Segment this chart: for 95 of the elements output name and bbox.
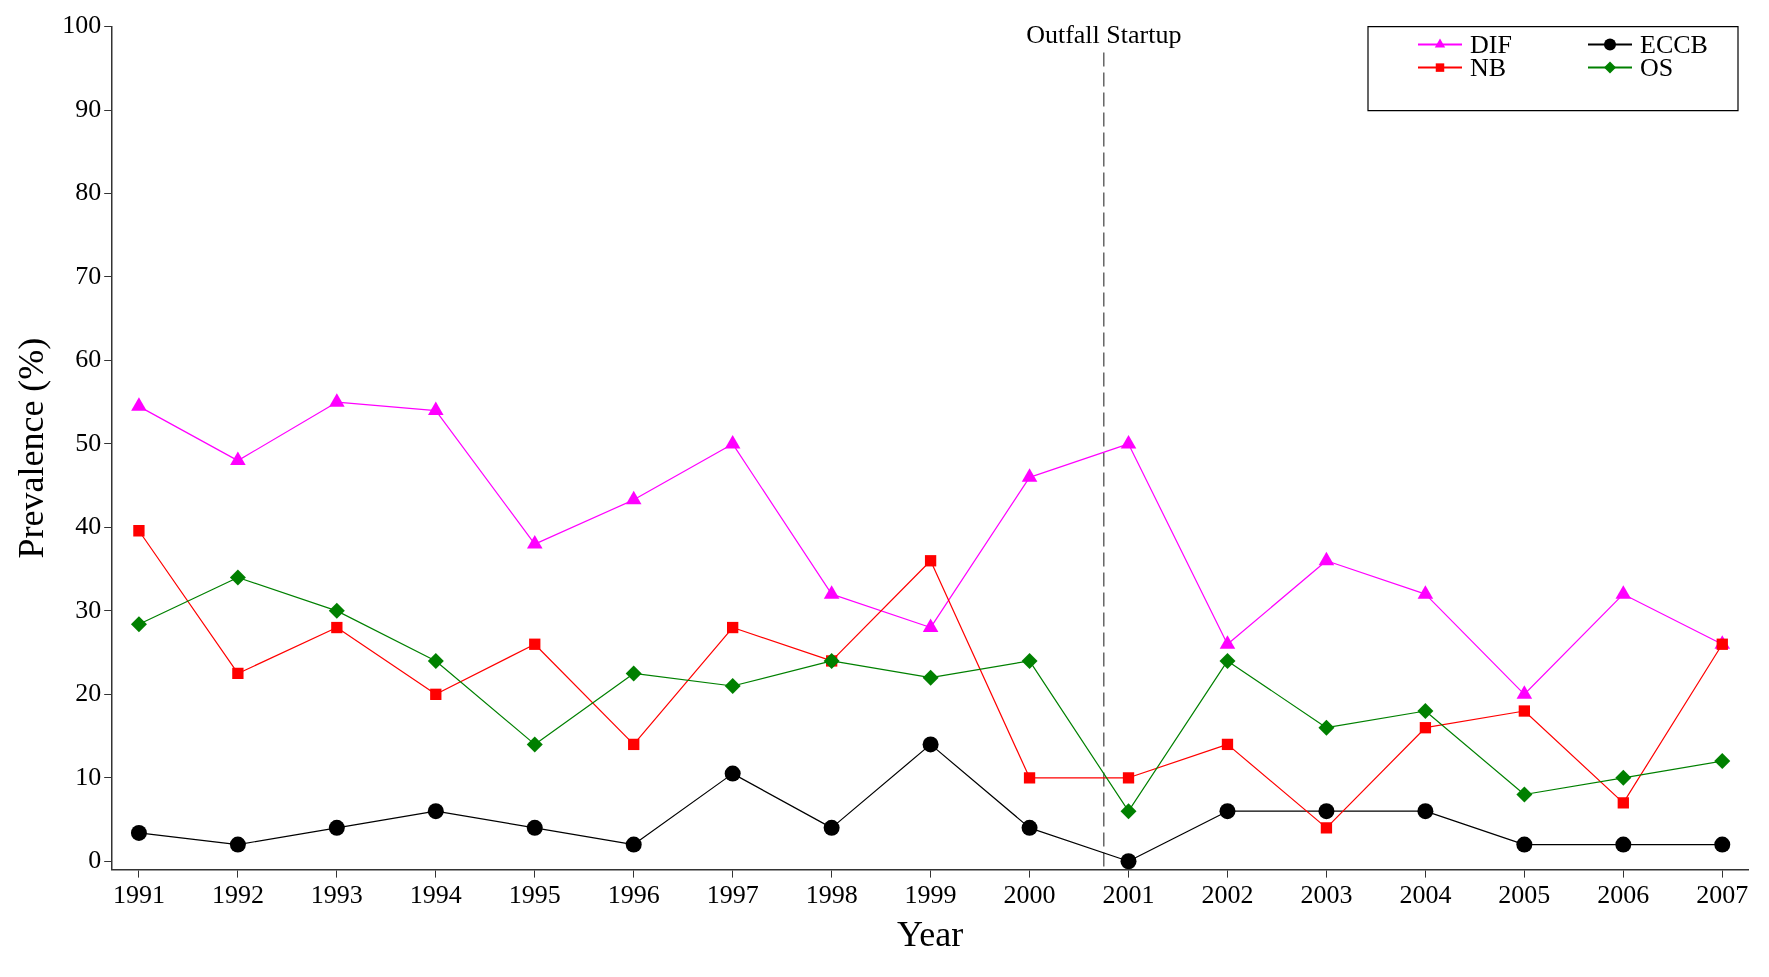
y-tick-label: 40 (75, 511, 102, 541)
point (526, 736, 543, 753)
point (1417, 803, 1434, 820)
y-tick-label: 20 (75, 678, 102, 708)
point (1122, 772, 1135, 784)
point (430, 688, 442, 700)
x-tick-label: 1993 (310, 880, 363, 910)
point (1516, 836, 1533, 853)
point (1021, 468, 1038, 482)
point (1419, 722, 1432, 734)
point (1219, 803, 1236, 820)
x-tick-label: 1997 (706, 880, 759, 910)
point (130, 616, 147, 633)
x-tick-label: 2005 (1498, 880, 1551, 910)
point (1617, 797, 1629, 809)
point (823, 585, 840, 599)
point (229, 836, 246, 853)
point (1615, 836, 1632, 853)
x-tick-label: 2001 (1102, 880, 1155, 910)
point (526, 535, 543, 549)
ref-line-label: Outfall Startup (1026, 20, 1182, 50)
x-tick-label: 2004 (1399, 880, 1452, 910)
point (1518, 705, 1531, 717)
x-tick-label: 2006 (1597, 880, 1650, 910)
x-tick-label: 1992 (211, 880, 264, 910)
point (329, 393, 345, 407)
y-tick-label: 100 (62, 10, 102, 40)
y-tick-label: 80 (75, 177, 102, 207)
point (1120, 434, 1137, 449)
point (1417, 585, 1434, 599)
point (1021, 652, 1038, 669)
y-tick-label: 10 (75, 761, 102, 791)
point (625, 665, 642, 682)
point (1615, 585, 1632, 599)
x-tick-label: 2002 (1201, 880, 1254, 910)
point (724, 434, 741, 449)
point (1320, 822, 1333, 834)
point (924, 555, 937, 567)
point (526, 819, 543, 836)
point (1120, 803, 1137, 820)
point (724, 677, 741, 694)
point (328, 602, 345, 619)
point (1318, 551, 1335, 566)
point (328, 819, 345, 836)
point (1516, 786, 1533, 803)
x-tick-label: 1996 (607, 880, 660, 910)
point (727, 621, 739, 634)
point (428, 401, 444, 416)
point (1714, 836, 1731, 853)
point (724, 765, 741, 782)
point (1221, 738, 1234, 751)
point (625, 836, 642, 853)
x-tick-label: 2007 (1696, 880, 1749, 910)
point (229, 569, 246, 586)
point (922, 736, 939, 753)
point (1219, 652, 1236, 669)
y-tick-label: 90 (75, 93, 102, 123)
point (427, 803, 444, 820)
point (1219, 635, 1236, 649)
point (823, 819, 840, 836)
point (133, 525, 145, 537)
point (427, 652, 444, 669)
point (1318, 719, 1335, 736)
x-tick-label: 1995 (508, 880, 561, 910)
point (628, 738, 640, 751)
point (1318, 803, 1335, 820)
y-axis-title: Prevalence (%) (11, 337, 52, 559)
point (529, 638, 541, 650)
point (131, 397, 147, 411)
y-tick-label: 50 (75, 427, 102, 457)
x-tick-label: 2003 (1300, 880, 1353, 910)
x-tick-label: 1991 (112, 880, 165, 910)
x-tick-label: 1998 (805, 880, 858, 910)
point (1516, 685, 1533, 699)
y-tick-label: 70 (75, 260, 102, 290)
x-tick-label: 1999 (904, 880, 957, 910)
x-tick-label: 2000 (1003, 880, 1056, 910)
point (922, 669, 939, 686)
point (922, 618, 939, 633)
point (130, 824, 147, 841)
point (1021, 819, 1038, 836)
point (331, 621, 343, 634)
point (1023, 772, 1036, 784)
y-tick-label: 60 (75, 344, 102, 374)
point (1714, 753, 1731, 770)
point (232, 667, 244, 680)
y-tick-label: 0 (88, 845, 102, 875)
point (230, 451, 246, 466)
y-tick-label: 30 (75, 594, 102, 624)
x-tick-label: 1994 (409, 880, 462, 910)
point (625, 490, 642, 505)
x-axis-title: Year (896, 913, 964, 954)
point (1417, 703, 1434, 720)
point (1120, 853, 1137, 870)
point (1615, 769, 1632, 786)
